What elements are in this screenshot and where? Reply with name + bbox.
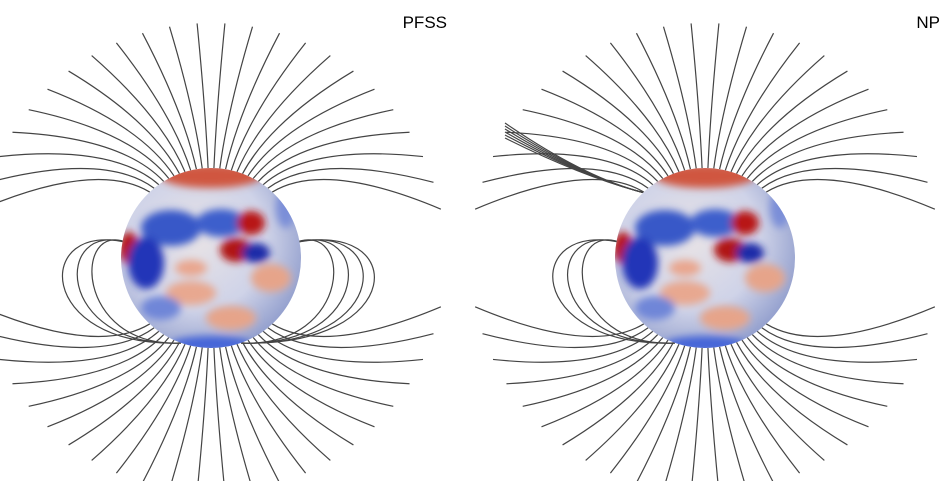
field-line — [248, 340, 375, 427]
field-patch — [770, 188, 790, 228]
field-line — [169, 27, 202, 169]
field-patch — [242, 243, 270, 263]
field-line — [663, 27, 696, 169]
field-patch — [128, 237, 164, 289]
field-line — [483, 169, 649, 189]
field-line — [248, 89, 375, 176]
field-patch — [635, 296, 675, 320]
spheres — [119, 164, 795, 352]
field-patch — [700, 306, 750, 330]
field-patch — [276, 188, 296, 228]
panel-label: NP — [916, 13, 940, 32]
field-line — [505, 126, 645, 193]
field-line — [0, 328, 154, 348]
field-line — [757, 331, 917, 362]
field-line — [475, 307, 644, 337]
field-patch — [745, 264, 785, 292]
field-line — [272, 307, 441, 337]
field-line — [47, 340, 174, 427]
field-line — [762, 169, 928, 189]
field-line — [0, 154, 159, 185]
field-line — [0, 331, 159, 362]
field-line — [475, 180, 644, 210]
field-patch — [622, 237, 658, 289]
figure: PFSS NP — [0, 0, 943, 481]
field-patch — [736, 243, 764, 263]
field-patch — [141, 296, 181, 320]
field-line — [220, 27, 253, 169]
field-line — [742, 89, 869, 176]
field-line — [47, 89, 174, 176]
field-line — [272, 180, 441, 210]
field-patch — [237, 211, 265, 235]
field-line — [268, 169, 434, 189]
field-line — [0, 307, 150, 337]
field-patch — [251, 264, 291, 292]
field-line — [714, 27, 747, 169]
field-line — [766, 180, 935, 210]
field-line — [263, 154, 423, 185]
field-line — [0, 180, 150, 210]
field-patch — [206, 306, 256, 330]
field-patch — [175, 260, 207, 276]
field-patch — [731, 211, 759, 235]
field-line — [541, 340, 668, 427]
field-line — [268, 328, 434, 348]
field-line — [742, 340, 869, 427]
panel-label: PFSS — [403, 13, 447, 32]
field-line — [0, 169, 154, 189]
field-line — [483, 328, 649, 348]
field-line — [757, 154, 917, 185]
field-line — [762, 328, 928, 348]
field-patch — [669, 260, 701, 276]
field-line — [766, 307, 935, 337]
